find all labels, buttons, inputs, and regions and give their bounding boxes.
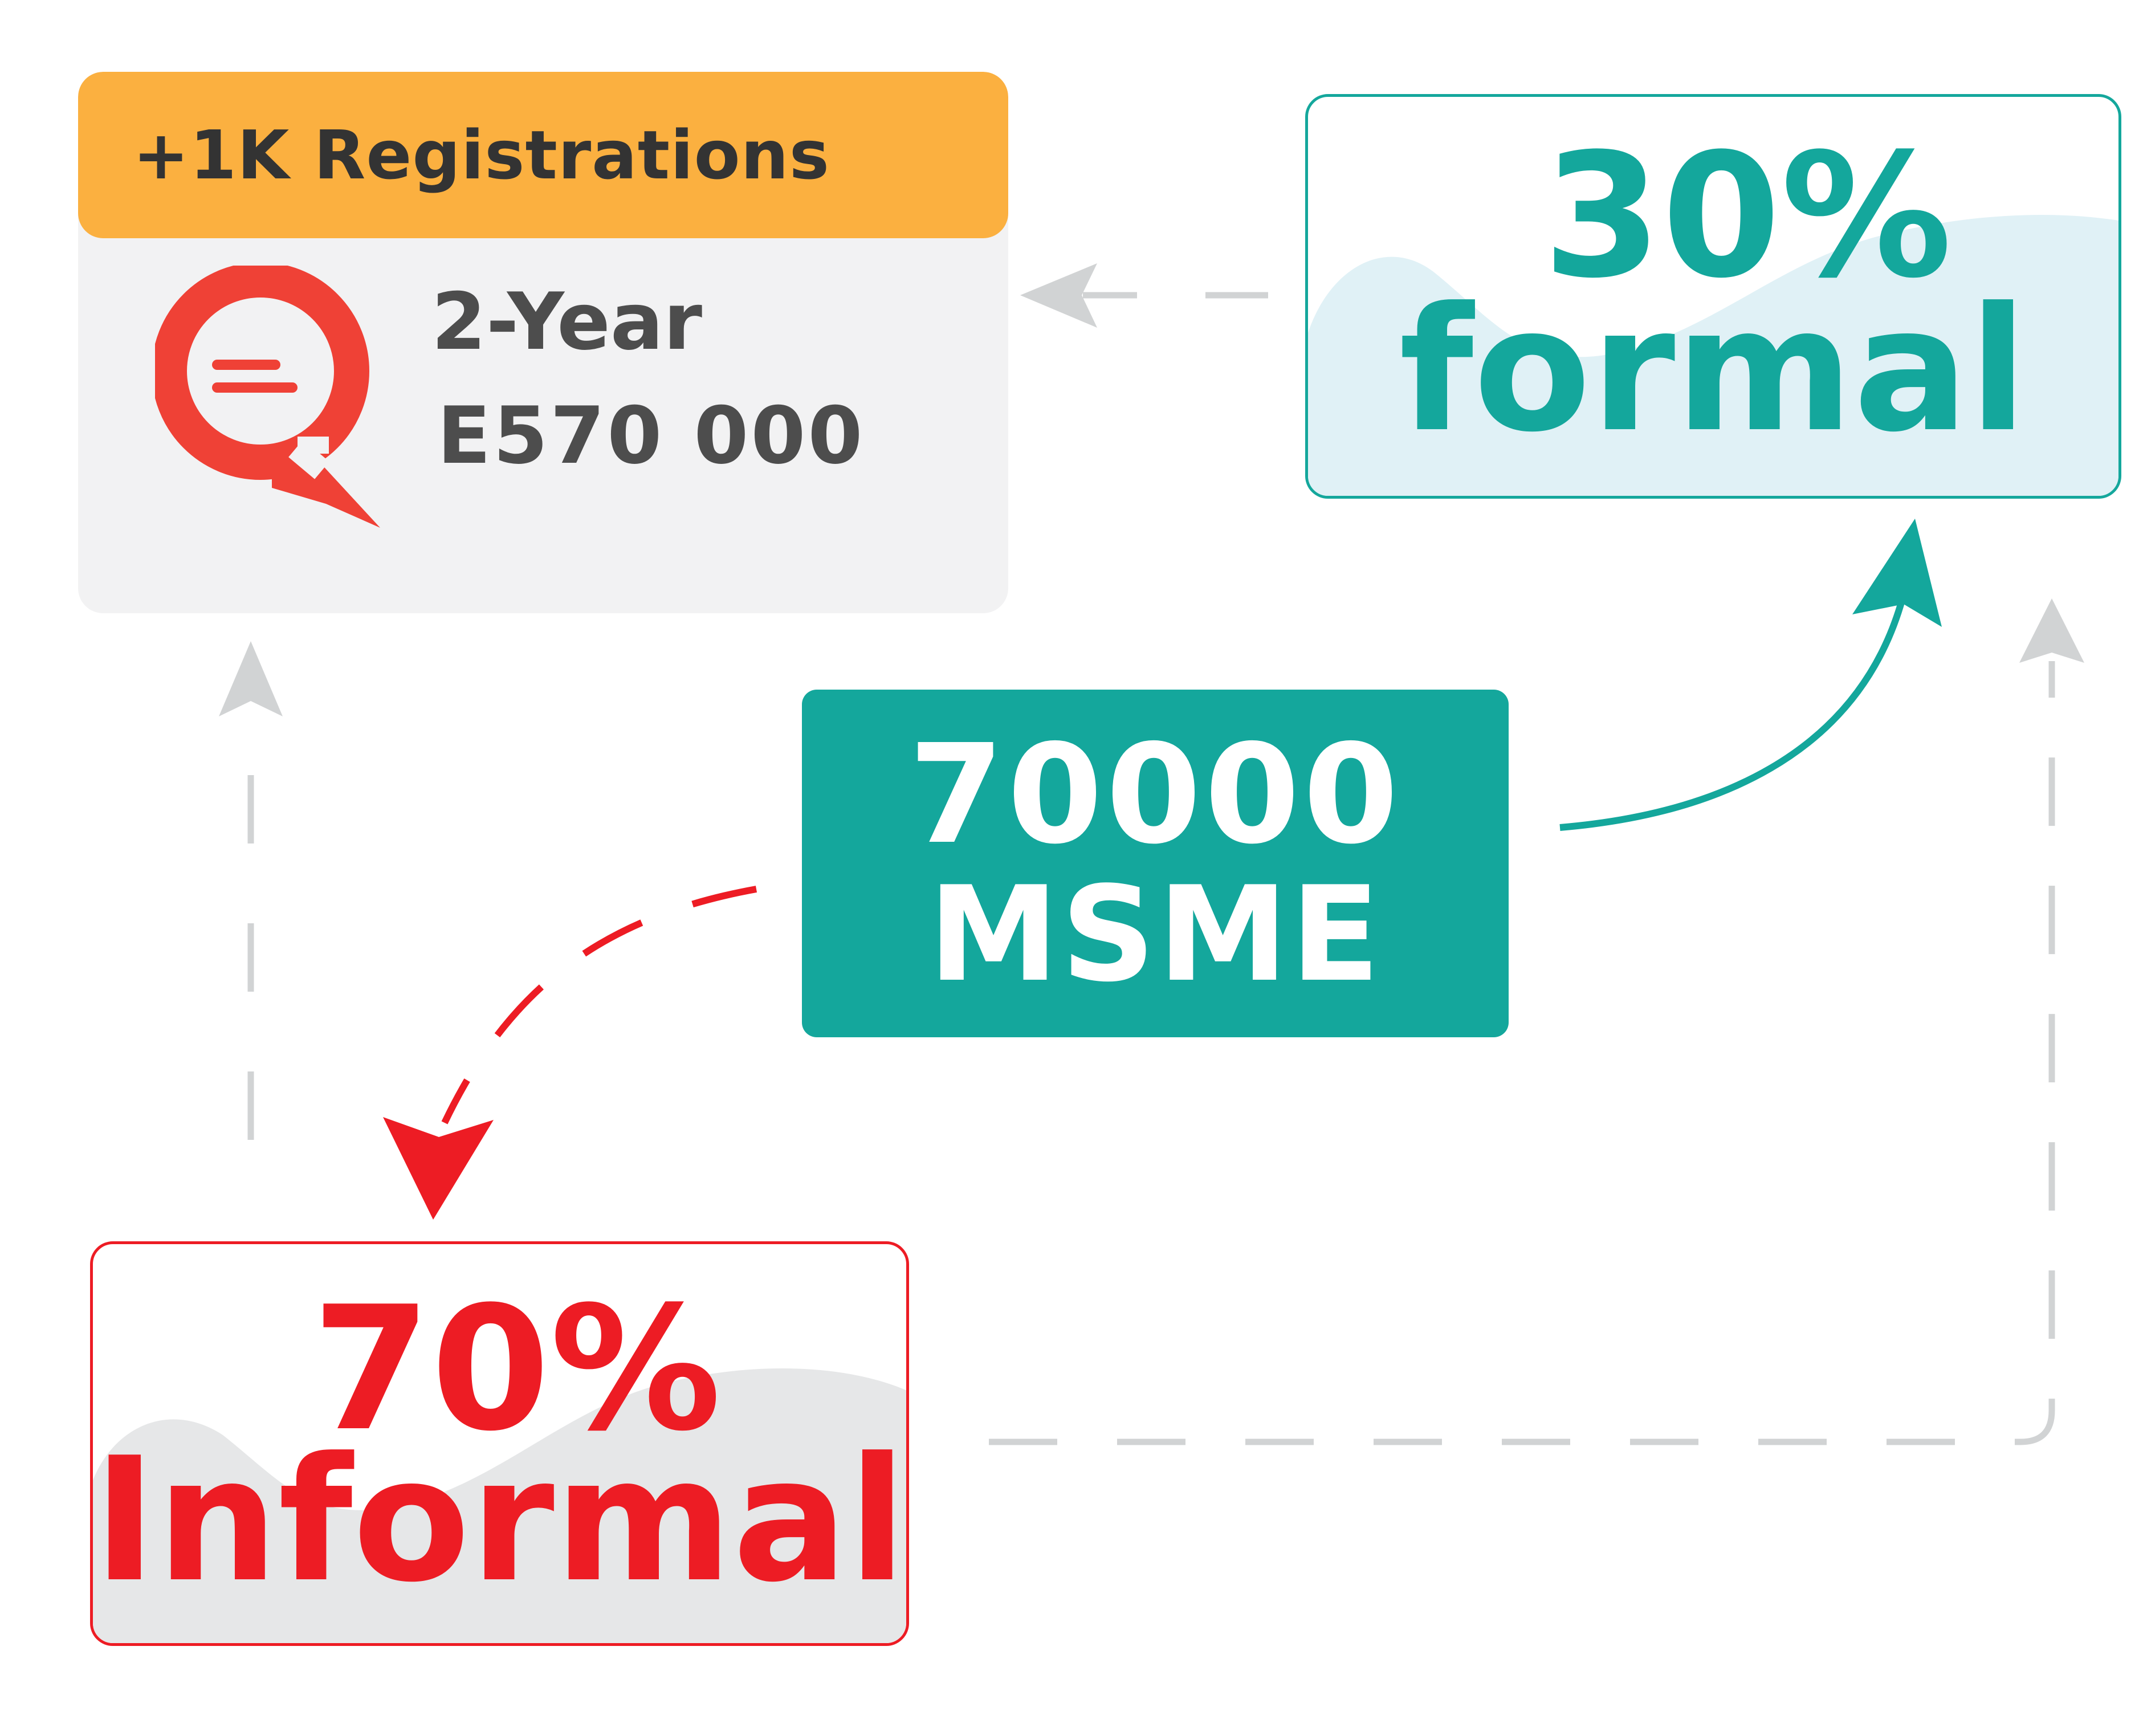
arrowhead-to-formal xyxy=(1852,519,1942,627)
registrations-duration: 2-Year xyxy=(431,276,703,368)
chat-search-icon xyxy=(155,266,380,528)
formal-background-wave xyxy=(1308,215,2118,496)
msme-box: 70000 MSME xyxy=(802,690,1509,1037)
registrations-amount: E570 000 xyxy=(437,390,865,482)
registrations-header-text: +1K Registrations xyxy=(133,116,830,194)
arrowhead-to-informal xyxy=(383,1117,494,1220)
arrowhead-to-registrations xyxy=(1020,263,1097,328)
formal-label: formal xyxy=(1399,271,2028,470)
msme-label: MSME xyxy=(928,859,1383,1012)
informal-card: 70% Informal xyxy=(90,1241,909,1646)
informal-label: Informal xyxy=(93,1421,907,1620)
connector-informal-to-formal xyxy=(989,661,2055,1445)
formal-card: 30% formal xyxy=(1305,94,2121,499)
formal-percent: 30% xyxy=(1542,117,1953,316)
arrowhead-up-left xyxy=(219,641,283,716)
informal-background-wave xyxy=(93,1368,906,1643)
connector-msme-to-formal xyxy=(1559,597,1906,831)
registrations-card: +1K Registrations 2-Year E570 000 xyxy=(78,72,1008,613)
registrations-header: +1K Registrations xyxy=(78,72,1008,238)
informal-percent: 70% xyxy=(312,1270,722,1469)
arrowhead-up-right xyxy=(2019,598,2084,663)
connector-msme-to-informal xyxy=(441,886,757,1124)
msme-count: 70000 xyxy=(908,715,1402,875)
